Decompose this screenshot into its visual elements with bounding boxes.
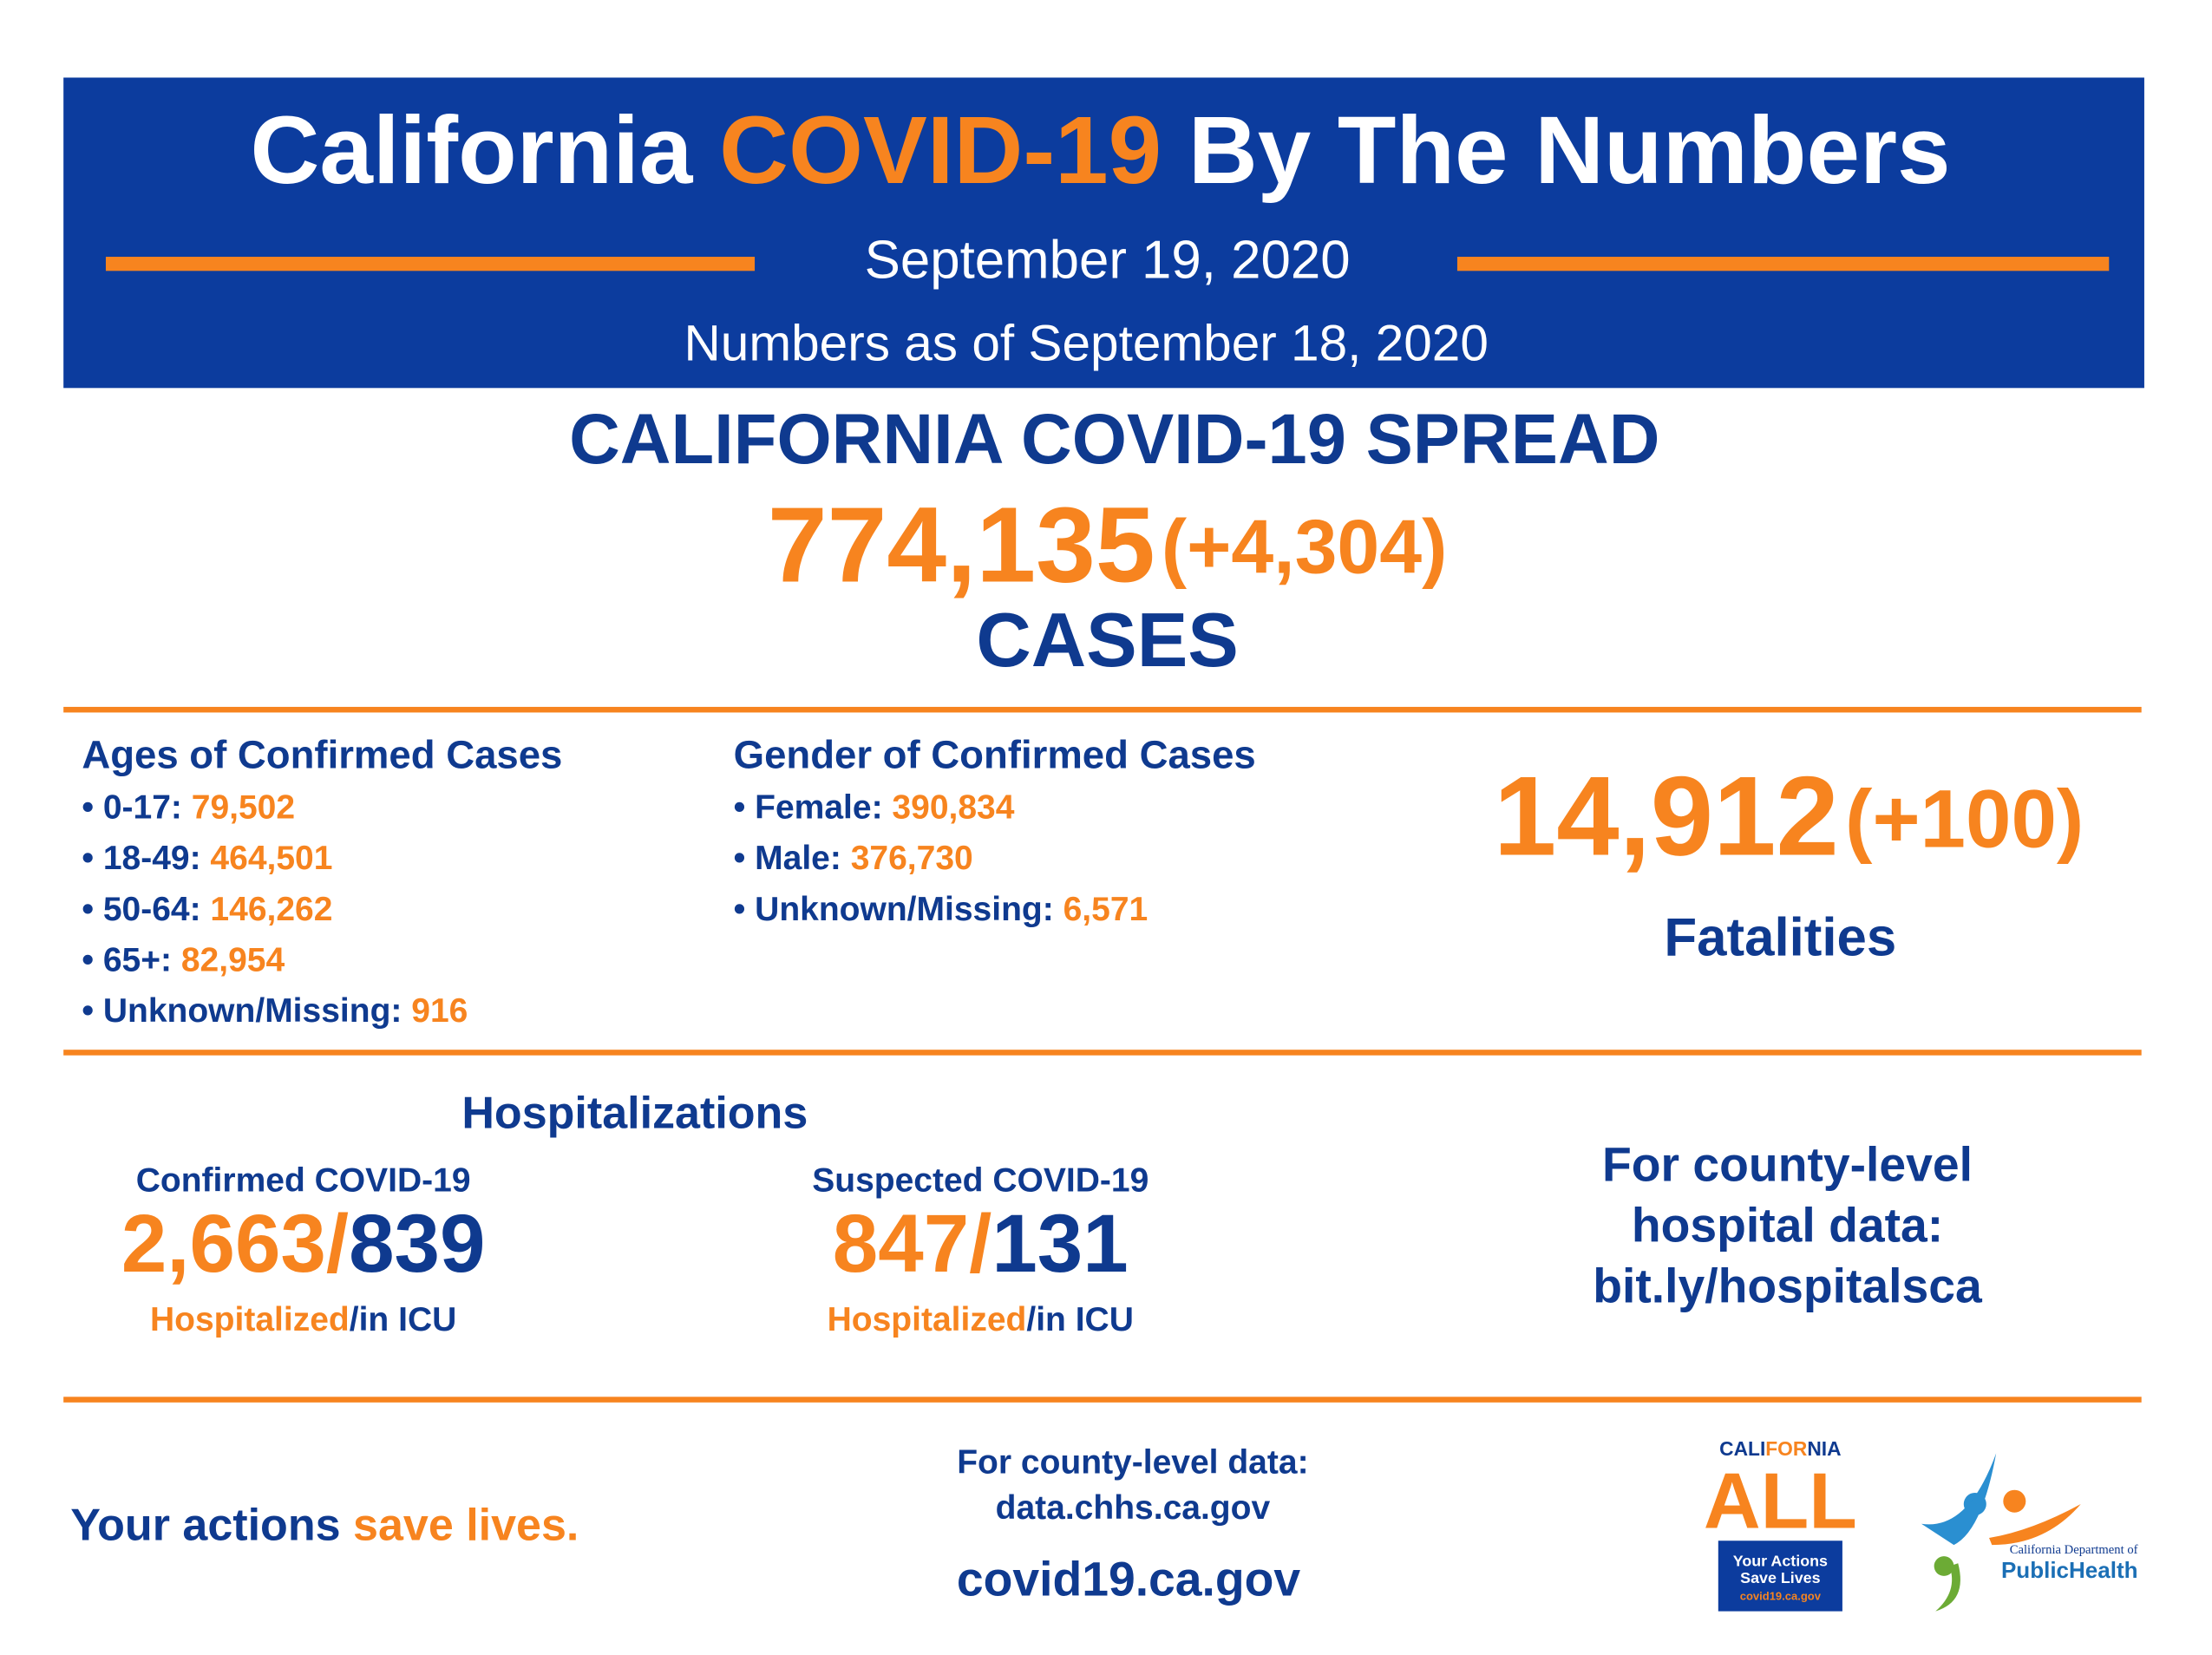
change: (+4,304) xyxy=(1162,504,1447,590)
list-item: • Unknown/Missing: 6,571 xyxy=(734,891,1149,928)
spread-title: CALIFORNIA COVID-19 SPREAD xyxy=(569,400,1659,479)
spread-total: 774,135 (+4,304) xyxy=(768,485,1447,605)
list-item: • Male: 376,730 xyxy=(734,841,973,878)
item-value: 146,262 xyxy=(210,891,332,928)
hosp-sublabel: Hospitalized/in ICU xyxy=(828,1301,1134,1338)
cdph-icon xyxy=(1921,1453,2081,1612)
list-item: • Unknown/Missing: 916 xyxy=(82,992,468,1030)
change: (+100) xyxy=(1845,773,2084,864)
item-value: 6,571 xyxy=(1063,891,1149,928)
list-item: • 18-49: 464,501 xyxy=(82,841,332,878)
county-data: data.chhs.ca.gov xyxy=(996,1489,1271,1527)
rule xyxy=(1456,257,2110,271)
sublabel: Hospitalized xyxy=(828,1301,1027,1338)
list-item: • 65+: 82,954 xyxy=(82,942,285,979)
item-label: • 65+: xyxy=(82,942,172,979)
county-line: hospital data: xyxy=(1632,1198,1943,1252)
ca-logo-all: ALL xyxy=(1704,1457,1857,1545)
hosp-label: Confirmed COVID-19 xyxy=(136,1161,471,1199)
sublabel: Hospitalized xyxy=(150,1301,350,1338)
hospitalized: 2,663/ xyxy=(121,1198,349,1289)
title: California COVID-19 By The Numbers xyxy=(251,97,1951,204)
title-part: COVID-19 xyxy=(719,97,1162,204)
title-part: California xyxy=(251,97,694,204)
item-label: • Male: xyxy=(734,841,841,878)
icu: 839 xyxy=(349,1198,485,1289)
item-label: • 0-17: xyxy=(82,789,182,827)
logo-box xyxy=(1718,1541,1842,1612)
logo-part: CALI xyxy=(1719,1437,1765,1460)
logo-text: Your Actions xyxy=(1733,1552,1828,1569)
sublabel: /in ICU xyxy=(350,1301,457,1338)
item-value: 390,834 xyxy=(892,789,1014,827)
divider xyxy=(63,1397,2142,1403)
actions-part: Your actions xyxy=(70,1500,340,1550)
county-line: For county-level xyxy=(1602,1137,1973,1191)
actions-part: save lives. xyxy=(353,1500,579,1550)
hospitalized: 847/ xyxy=(833,1198,992,1289)
breakdowns: Ages of Confirmed Cases • 0-17: 79,502 • 1… xyxy=(82,733,1255,1030)
total: 14,912 xyxy=(1494,753,1839,880)
cdph-text: California Department of xyxy=(2010,1543,2138,1557)
sublabel: /in ICU xyxy=(1026,1301,1134,1338)
actions: Your actions save lives. xyxy=(70,1500,579,1550)
county-hospital: For county-level hospital data: bit.ly/hos… xyxy=(1593,1137,1983,1312)
total: 774,135 xyxy=(768,485,1155,605)
divider xyxy=(63,706,2142,713)
item-label: • 18-49: xyxy=(82,841,200,878)
ca-logo-word: CALIFORNIA xyxy=(1719,1437,1841,1460)
list-item: • Female: 390,834 xyxy=(734,789,1015,827)
item-value: 376,730 xyxy=(851,841,973,878)
fatalities-total: 14,912 (+100) xyxy=(1494,753,2084,880)
list-item: • 0-17: 79,502 xyxy=(82,789,295,827)
hosp-title: Hospitalizations xyxy=(461,1088,808,1138)
hosp-groups: Confirmed COVID-192,663/839Hospitalized/… xyxy=(121,1161,1149,1338)
fatalities-label: Fatalities xyxy=(1664,907,1896,967)
header-band xyxy=(63,77,2144,389)
county-data: For county-level data: xyxy=(957,1444,1308,1482)
unit: CASES xyxy=(976,597,1239,683)
icu: 131 xyxy=(991,1198,1128,1289)
hosp-numbers: 2,663/839 xyxy=(121,1198,486,1289)
county-line: bit.ly/hospitalsca xyxy=(1593,1259,1983,1312)
item-value: 464,501 xyxy=(210,841,332,878)
hosp-numbers: 847/131 xyxy=(833,1198,1129,1289)
hosp-sublabel: Hospitalized/in ICU xyxy=(150,1301,456,1338)
website: covid19.ca.gov xyxy=(957,1553,1301,1606)
list-title: Gender of Confirmed Cases xyxy=(734,733,1256,777)
as-of: Numbers as of September 18, 2020 xyxy=(684,316,1489,372)
item-label: • Unknown/Missing: xyxy=(82,992,402,1030)
item-value: 82,954 xyxy=(181,942,285,979)
item-label: • 50-64: xyxy=(82,891,200,928)
item-label: • Female: xyxy=(734,789,883,827)
title-part: By The Numbers xyxy=(1188,97,1951,204)
logo-text: covid19.ca.gov xyxy=(1740,1590,1822,1603)
list-item: • 50-64: 146,262 xyxy=(82,891,332,928)
logo-text: Save Lives xyxy=(1740,1569,1820,1586)
logo-part: NIA xyxy=(1807,1437,1841,1460)
item-value: 916 xyxy=(411,992,468,1030)
item-value: 79,502 xyxy=(192,789,295,827)
cdph-text: PublicHealth xyxy=(2001,1557,2138,1583)
logo-part: FOR xyxy=(1765,1437,1807,1460)
divider xyxy=(63,1050,2142,1056)
item-label: • Unknown/Missing: xyxy=(734,891,1054,928)
hosp-label: Suspected COVID-19 xyxy=(812,1161,1149,1199)
list-title: Ages of Confirmed Cases xyxy=(82,733,562,777)
date: September 19, 2020 xyxy=(865,230,1351,290)
rule xyxy=(105,257,756,271)
